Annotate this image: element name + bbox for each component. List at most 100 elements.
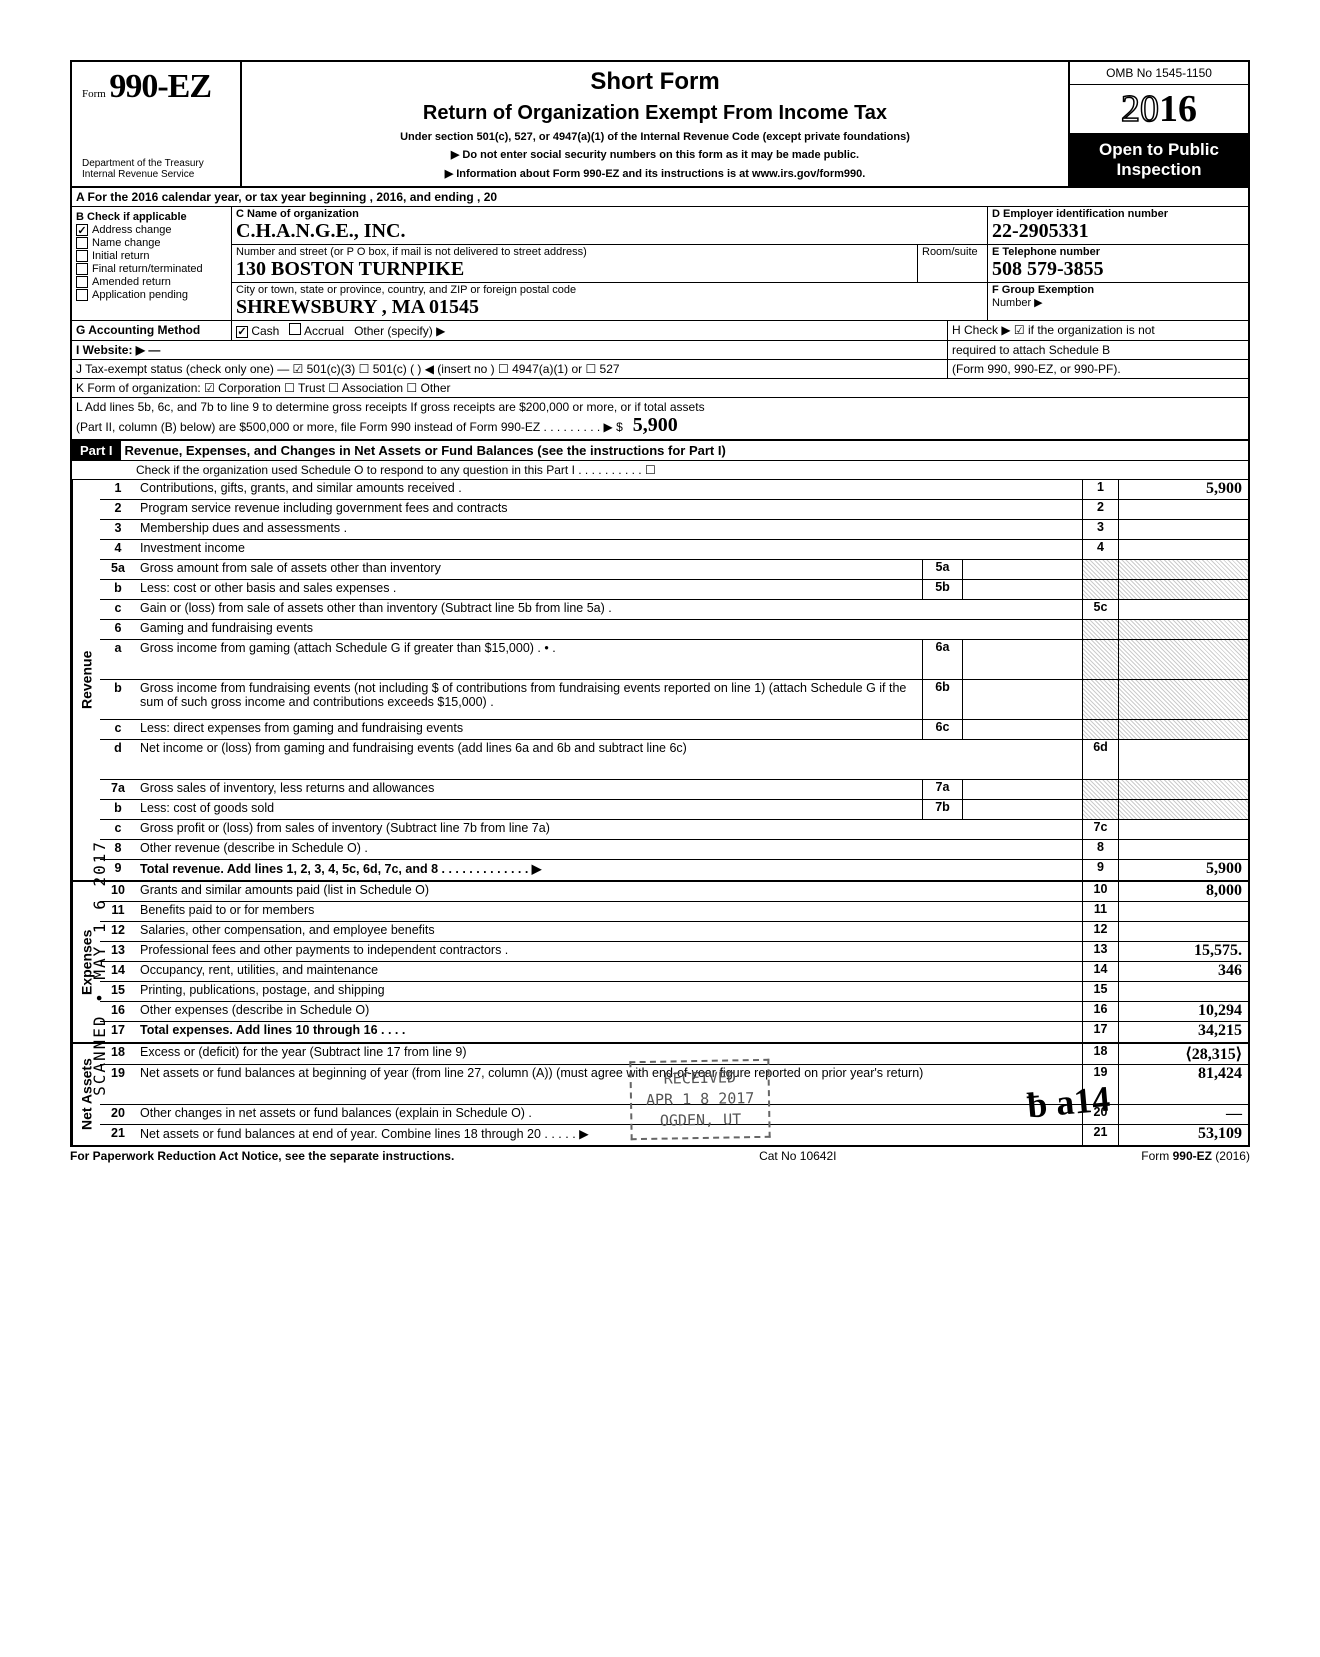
line-value [1118,540,1248,559]
form-word: Form [82,88,106,100]
omb: OMB No 1545-1150 [1070,62,1248,85]
subtitle: Return of Organization Exempt From Incom… [250,102,1060,125]
line-desc: Membership dues and assessments . [136,520,1082,539]
line-value [1118,820,1248,839]
body-table: Revenue 1Contributions, gifts, grants, a… [70,480,1250,1147]
chk-label: Application pending [92,289,188,301]
line-mini-key: 6c [922,720,962,739]
f-label2: Number ▶ [992,296,1244,309]
line-desc: Gain or (loss) from sale of assets other… [136,600,1082,619]
line-value: 81,424 [1118,1065,1248,1104]
row-j: J Tax-exempt status (check only one) — ☑… [70,360,1250,379]
row-i: I Website: ▶ — required to attach Schedu… [70,341,1250,360]
street-label: Number and street (or P O box, if mail i… [236,246,913,258]
chk-name[interactable]: Name change [76,237,227,249]
i-text: I Website: ▶ — [72,341,948,359]
line-value: 53,109 [1118,1125,1248,1145]
header-right: OMB No 1545-1150 2016 Open to Public Ins… [1068,62,1248,186]
h-text2: required to attach Schedule B [948,341,1248,359]
footer-left: For Paperwork Reduction Act Notice, see … [70,1149,454,1163]
line-mini-key: 6b [922,680,962,719]
id-block: B Check if applicable ✓Address change Na… [70,207,1250,321]
line-number: b [100,800,136,819]
line-mini-key: 7a [922,780,962,799]
line-desc: Professional fees and other payments to … [136,942,1082,961]
part1-check-text: Check if the organization used Schedule … [132,461,1248,479]
line-desc: Less: cost or other basis and sales expe… [136,580,922,599]
line-number: 21 [100,1125,136,1145]
g-cash: Cash [251,324,279,338]
dept1: Department of the Treasury [82,158,230,169]
line-value: 10,294 [1118,1002,1248,1021]
chk-address[interactable]: ✓Address change [76,224,227,236]
line-desc: Gross sales of inventory, less returns a… [136,780,922,799]
line-value: 346 [1118,962,1248,981]
line-desc: Gross profit or (loss) from sales of inv… [136,820,1082,839]
stamp-l1: RECEIVED [645,1067,754,1090]
line-desc: Net assets or fund balances at beginning… [136,1065,1082,1104]
e-value: 508 579-3855 [992,258,1244,281]
l-text: L Add lines 5b, 6c, and 7b to line 9 to … [76,400,1244,414]
line-desc: Total expenses. Add lines 10 through 16 … [136,1022,1082,1042]
part1-check: Check if the organization used Schedule … [70,461,1250,480]
year-a: 20 [1121,88,1159,130]
line-key: 17 [1082,1022,1118,1042]
city-label: City or town, state or province, country… [236,284,983,296]
form-num: 990-EZ [109,68,211,105]
chk-amended[interactable]: Amended return [76,276,227,288]
line-key: 5c [1082,600,1118,619]
l-cell: L Add lines 5b, 6c, and 7b to line 9 to … [72,398,1248,439]
footer-mid: Cat No 10642I [759,1149,836,1163]
line-key [1082,640,1118,679]
line-number: a [100,640,136,679]
open-inspection: Open to Public Inspection [1070,134,1248,186]
chk-label: Address change [92,224,172,236]
j-text: J Tax-exempt status (check only one) — ☑… [72,360,948,378]
d-value: 22-2905331 [992,220,1244,243]
b-title: B Check if applicable [76,211,227,223]
line-value [1118,800,1248,819]
line-desc: Grants and similar amounts paid (list in… [136,882,1082,901]
block-cdef: C Name of organization C.H.A.N.G.E., INC… [232,207,1248,320]
tax-year: 2016 [1070,85,1248,134]
g-opts: ✓ Cash Accrual Other (specify) ▶ [232,321,948,340]
line-desc: Benefits paid to or for members [136,902,1082,921]
k-text: K Form of organization: ☑ Corporation ☐ … [72,379,1248,397]
chk-initial[interactable]: Initial return [76,250,227,262]
line-number: 7a [100,780,136,799]
line-value: 15,575. [1118,942,1248,961]
header-mid: Short Form Return of Organization Exempt… [242,62,1068,186]
form-page: Form 990-EZ Department of the Treasury I… [70,60,1250,1163]
line-value [1118,720,1248,739]
received-stamp: RECEIVED APR 1 8 2017 OGDEN, UT [629,1059,771,1140]
chk-label: Final return/terminated [92,263,203,275]
line-desc: Net income or (loss) from gaming and fun… [136,740,1082,779]
l-text2: (Part II, column (B) below) are $500,000… [76,420,623,434]
row-l: L Add lines 5b, 6c, and 7b to line 9 to … [70,398,1250,441]
line-value [1118,922,1248,941]
g-label: G Accounting Method [72,321,232,340]
line-desc: Occupancy, rent, utilities, and maintena… [136,962,1082,981]
part1-label: Part I [72,441,121,460]
chk-label: Name change [92,237,161,249]
line-value [1118,620,1248,639]
chk-pending[interactable]: Application pending [76,289,227,301]
c-value: C.H.A.N.G.E., INC. [236,220,983,243]
line-number: c [100,720,136,739]
city-value: SHREWSBURY , MA 01545 [236,296,983,319]
d-label: D Employer identification number [992,208,1244,220]
chk-final[interactable]: Final return/terminated [76,263,227,275]
line-key: 3 [1082,520,1118,539]
line-number: d [100,740,136,779]
line-key: 15 [1082,982,1118,1001]
header-left: Form 990-EZ Department of the Treasury I… [72,62,242,186]
line-key [1082,580,1118,599]
block-b: B Check if applicable ✓Address change Na… [72,207,232,320]
line-value [1118,580,1248,599]
line-key: 11 [1082,902,1118,921]
line-desc: Gross income from gaming (attach Schedul… [136,640,922,679]
line-mini-val [962,560,1082,579]
line-desc: Excess or (deficit) for the year (Subtra… [136,1044,1082,1064]
footer: For Paperwork Reduction Act Notice, see … [70,1147,1250,1163]
expenses-section: Expenses 10Grants and similar amounts pa… [72,880,1248,1042]
